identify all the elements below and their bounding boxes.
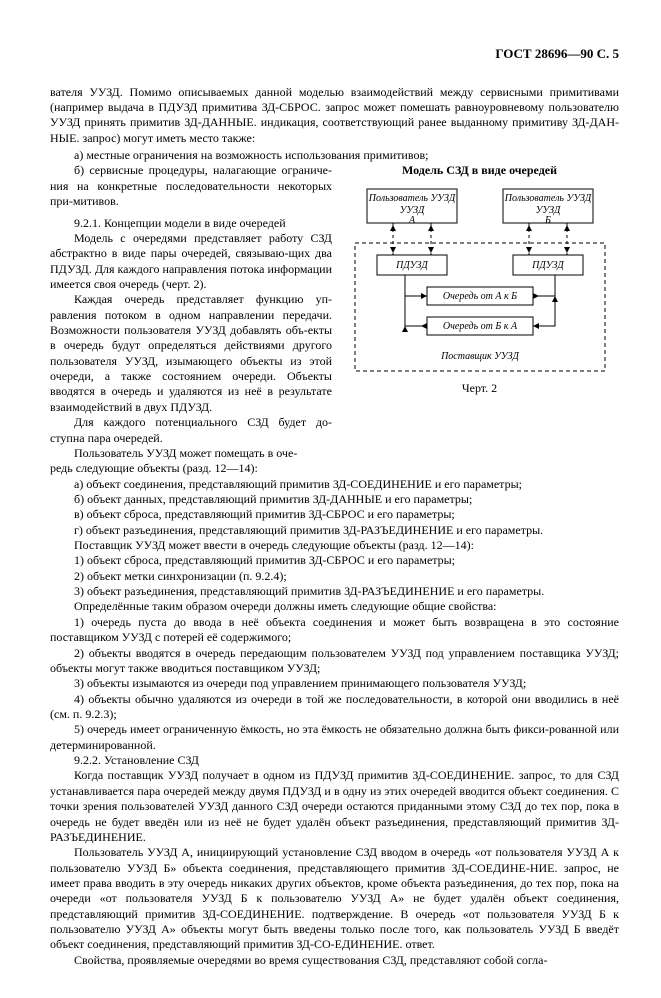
left-p-6: Пользователь УУЗД может помещать в оче-: [50, 446, 332, 461]
svg-text:Поставщик УУЗД: Поставщик УУЗД: [440, 351, 519, 362]
body-paragraph: 2) объекты вводятся в очередь передающим…: [50, 646, 619, 677]
svg-text:Очередь от Б к А: Очередь от Б к А: [442, 321, 517, 332]
svg-text:ПДУЗД: ПДУЗД: [531, 260, 564, 271]
body-paragraph: 3) объекты изымаются из очереди под упра…: [50, 676, 619, 691]
left-p-0: б) сервисные процедуры, налагающие огран…: [50, 163, 332, 209]
body-paragraph: а) объект соединения, представляющий при…: [50, 477, 619, 492]
svg-text:А: А: [407, 215, 415, 226]
body-paragraph: 2) объект метки синхронизации (п. 9.2.4)…: [50, 569, 619, 584]
left-p-4: Каждая очередь представляет функцию уп-р…: [50, 292, 332, 415]
figure-caption: Черт. 2: [340, 381, 619, 396]
svg-text:Б: Б: [544, 215, 551, 226]
svg-text:Очередь от А к Б: Очередь от А к Б: [442, 291, 516, 302]
body-paragraph: 1) очередь пуста до ввода в неё объекта …: [50, 615, 619, 646]
body-text: редь следующие объекты (разд. 12—14):а) …: [50, 461, 619, 968]
two-column-section: б) сервисные процедуры, налагающие огран…: [50, 163, 619, 461]
right-column: Модель СЗД в виде очередей Пользователь …: [340, 163, 619, 396]
body-paragraph: Поставщик УУЗД может ввести в очередь сл…: [50, 538, 619, 553]
body-paragraph: г) объект разъединения, представляющий п…: [50, 523, 619, 538]
body-paragraph: Когда поставщик УУЗД получает в одном из…: [50, 768, 619, 845]
body-paragraph: Пользователь УУЗД А, инициирующий устано…: [50, 845, 619, 953]
intro-paragraph: вателя УУЗД. Помимо описываемых данной м…: [50, 85, 619, 146]
body-paragraph: б) объект данных, представляющий примити…: [50, 492, 619, 507]
figure-title: Модель СЗД в виде очередей: [340, 163, 619, 178]
page-header: ГОСТ 28696—90 С. 5: [50, 46, 619, 63]
svg-text:ПДУЗД: ПДУЗД: [395, 260, 428, 271]
body-paragraph: Определённые таким образом очереди должн…: [50, 599, 619, 614]
left-column: б) сервисные процедуры, налагающие огран…: [50, 163, 340, 461]
body-paragraph: редь следующие объекты (разд. 12—14):: [50, 461, 619, 476]
body-paragraph: 3) объект разъединения, представляющий п…: [50, 584, 619, 599]
document-page: ГОСТ 28696—90 С. 5 вателя УУЗД. Помимо о…: [0, 0, 661, 998]
left-p-3: Модель с очередями представляет работу С…: [50, 231, 332, 292]
body-paragraph: Свойства, проявляемые очередями во время…: [50, 953, 619, 968]
intro-item-a: а) местные ограничения на возможность ис…: [50, 148, 619, 163]
body-paragraph: 9.2.2. Установление СЗД: [50, 753, 619, 768]
body-paragraph: 5) очередь имеет ограниченную ёмкость, н…: [50, 722, 619, 753]
body-paragraph: в) объект сброса, представляющий примити…: [50, 507, 619, 522]
left-p-2: 9.2.1. Концепции модели в виде очередей: [50, 216, 332, 231]
fig-userA-1: Пользователь УУЗД: [367, 193, 455, 204]
figure-diagram: Пользователь УУЗД УУЗД А Пользователь УУ…: [345, 183, 615, 379]
left-p-5: Для каждого потенциального СЗД будет до-…: [50, 415, 332, 446]
body-paragraph: 1) объект сброса, представляющий примити…: [50, 553, 619, 568]
body-paragraph: 4) объекты обычно удаляются из очереди в…: [50, 692, 619, 723]
svg-text:Пользователь УУЗД: Пользователь УУЗД: [503, 193, 591, 204]
